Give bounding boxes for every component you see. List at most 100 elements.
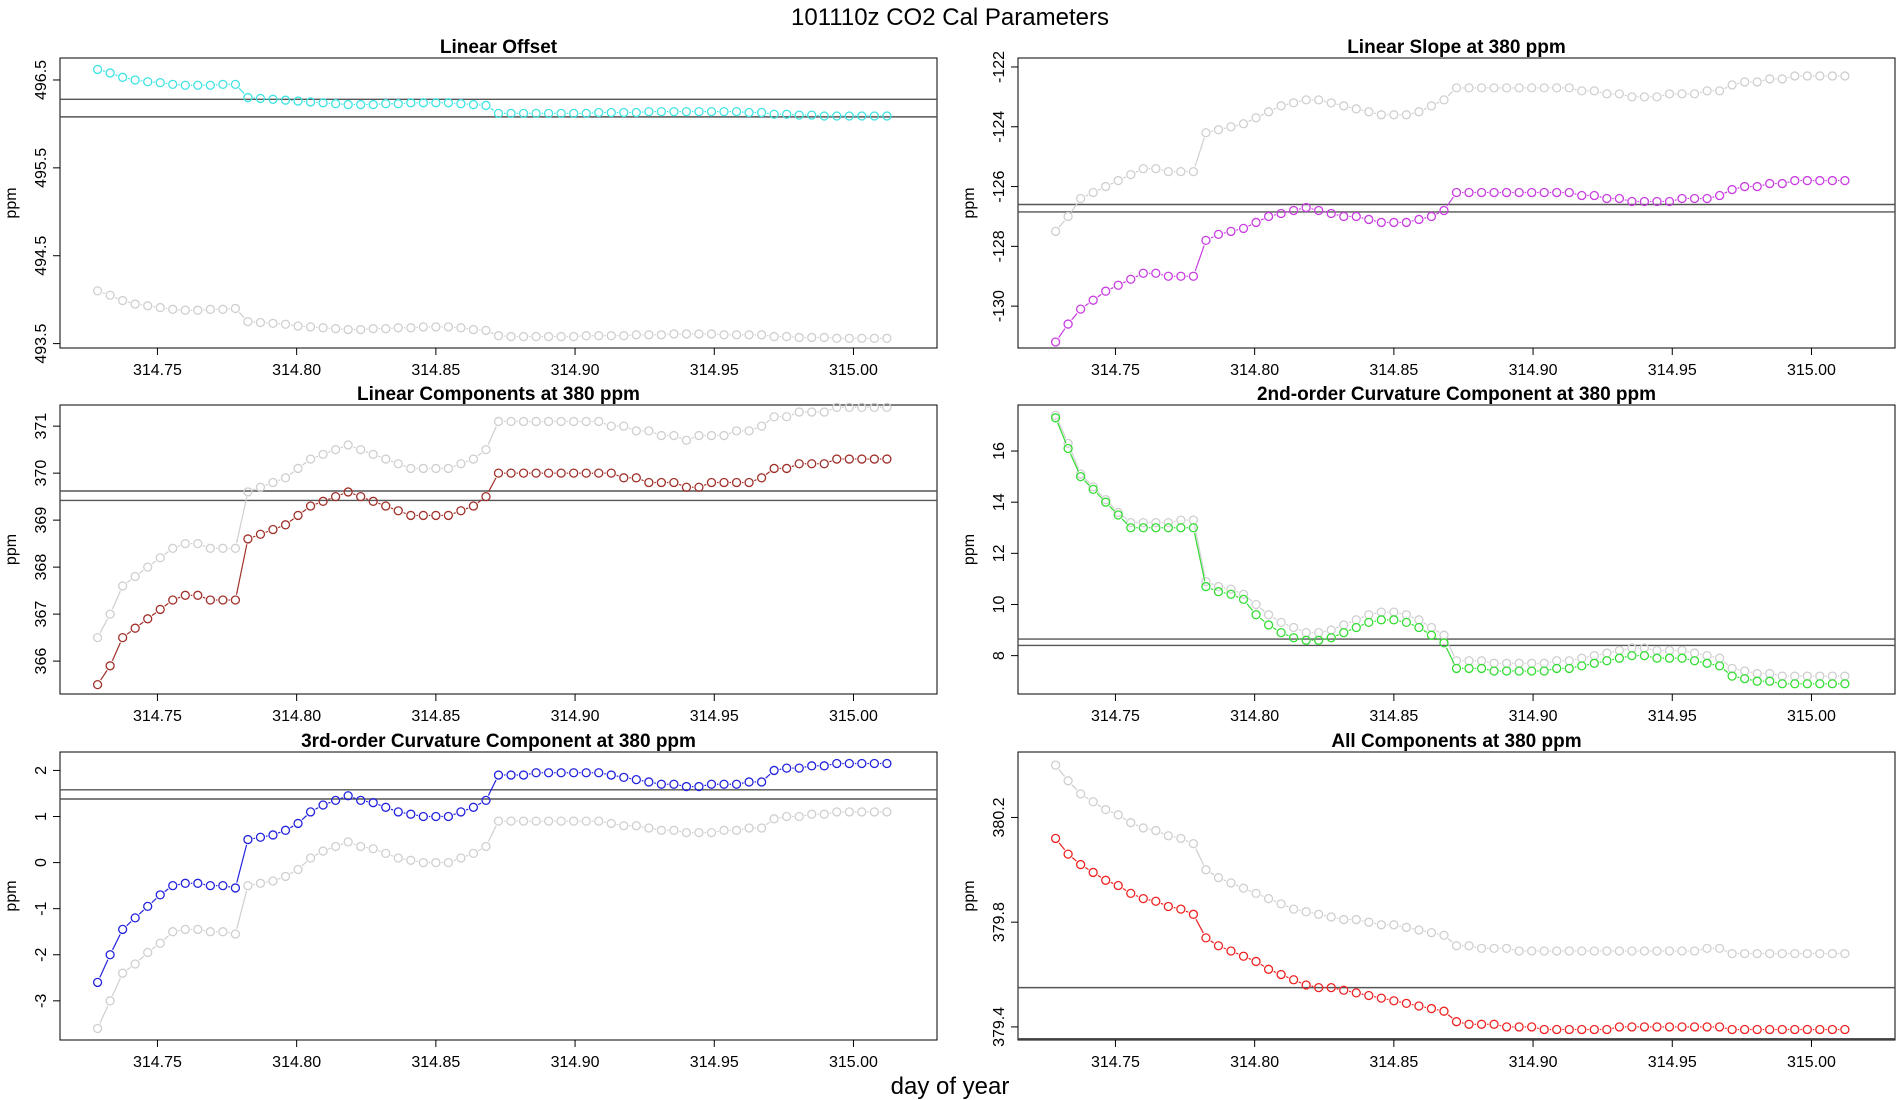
data-point bbox=[318, 323, 328, 333]
series-connector bbox=[378, 850, 381, 853]
data-point bbox=[1176, 833, 1186, 844]
x-tick-label: 314.95 bbox=[1648, 1054, 1697, 1071]
data-point bbox=[1213, 229, 1224, 240]
data-point bbox=[1727, 948, 1737, 959]
series-connector bbox=[365, 451, 369, 453]
y-tick-label: 0 bbox=[33, 858, 50, 867]
data-point bbox=[1351, 211, 1361, 222]
data-point bbox=[1765, 74, 1775, 84]
series-connector bbox=[238, 87, 245, 94]
data-point bbox=[719, 477, 729, 488]
data-point bbox=[1614, 645, 1625, 656]
data-point bbox=[1840, 679, 1850, 689]
data-point bbox=[619, 331, 629, 341]
data-point bbox=[569, 108, 579, 119]
data-point bbox=[243, 880, 253, 891]
data-point bbox=[493, 468, 504, 478]
data-point bbox=[794, 407, 804, 417]
data-point bbox=[1527, 946, 1537, 956]
data-point bbox=[1639, 196, 1650, 207]
data-point bbox=[1664, 1022, 1675, 1032]
series-connector bbox=[301, 815, 307, 821]
data-point bbox=[619, 421, 629, 431]
y-tick-label: 380.2 bbox=[991, 797, 1008, 837]
data-point bbox=[1075, 789, 1086, 799]
series-connector bbox=[1285, 905, 1289, 908]
series-connector bbox=[1298, 981, 1302, 984]
data-point bbox=[644, 106, 654, 117]
data-point bbox=[694, 430, 704, 441]
y-tick-label: -124 bbox=[991, 111, 1008, 143]
x-tick-label: 314.75 bbox=[133, 708, 182, 725]
data-point bbox=[205, 80, 215, 90]
data-point bbox=[218, 880, 228, 891]
data-point bbox=[1288, 205, 1299, 216]
data-point bbox=[155, 890, 165, 900]
data-point bbox=[1426, 1003, 1437, 1014]
data-point bbox=[1389, 996, 1399, 1006]
data-point bbox=[656, 825, 667, 835]
data-point bbox=[1514, 83, 1524, 93]
data-point bbox=[631, 107, 641, 118]
series-connector bbox=[1210, 236, 1214, 239]
data-point bbox=[1226, 589, 1236, 599]
data-point bbox=[694, 781, 704, 792]
series-connector bbox=[1185, 839, 1189, 843]
series-connector bbox=[453, 465, 456, 468]
data-point bbox=[1752, 676, 1762, 686]
data-point bbox=[1714, 661, 1725, 671]
data-point bbox=[1263, 893, 1274, 904]
data-point bbox=[819, 407, 829, 417]
data-point bbox=[782, 463, 792, 474]
data-point bbox=[1527, 187, 1537, 198]
x-tick-label: 314.80 bbox=[272, 1054, 321, 1071]
data-point bbox=[1815, 71, 1825, 81]
data-point bbox=[155, 77, 165, 88]
series-connector bbox=[465, 808, 469, 811]
data-point bbox=[393, 323, 403, 333]
data-point bbox=[443, 510, 454, 521]
data-point bbox=[168, 595, 178, 605]
data-point bbox=[594, 816, 604, 826]
series-gray bbox=[92, 402, 892, 643]
series-connector bbox=[1436, 101, 1440, 105]
series-connector bbox=[1235, 884, 1239, 887]
series-connector bbox=[265, 530, 269, 533]
series-connector bbox=[1273, 900, 1277, 903]
data-point bbox=[218, 304, 228, 314]
x-axis-label: day of year bbox=[891, 1073, 1010, 1100]
data-point bbox=[1213, 581, 1224, 592]
data-point bbox=[481, 325, 491, 336]
data-point bbox=[543, 816, 554, 826]
data-point bbox=[1564, 1024, 1574, 1035]
series-connector bbox=[1724, 191, 1728, 194]
series-connector bbox=[126, 631, 132, 635]
x-tick-label: 314.90 bbox=[551, 1054, 600, 1071]
data-point bbox=[381, 501, 391, 511]
x-tick-label: 314.95 bbox=[690, 362, 739, 379]
data-point bbox=[1151, 163, 1161, 174]
data-point bbox=[1389, 615, 1399, 625]
data-point bbox=[368, 844, 378, 854]
data-point bbox=[581, 468, 591, 478]
data-point bbox=[1790, 671, 1800, 681]
series-connector bbox=[1057, 420, 1067, 439]
data-point bbox=[1439, 638, 1449, 648]
data-point bbox=[1201, 933, 1211, 943]
y-axis-label: ppm bbox=[3, 534, 20, 565]
data-point bbox=[368, 496, 378, 506]
data-point bbox=[205, 927, 215, 937]
data-point bbox=[1101, 494, 1111, 505]
data-point bbox=[594, 768, 604, 778]
data-point bbox=[1627, 92, 1637, 102]
data-point bbox=[531, 816, 541, 826]
series-connector bbox=[151, 612, 157, 616]
data-point bbox=[1163, 523, 1173, 533]
data-point bbox=[1577, 661, 1587, 671]
data-point bbox=[1389, 217, 1399, 228]
data-point bbox=[1451, 941, 1462, 951]
series-connector bbox=[236, 844, 248, 883]
data-point bbox=[644, 777, 654, 787]
data-point bbox=[293, 96, 303, 106]
